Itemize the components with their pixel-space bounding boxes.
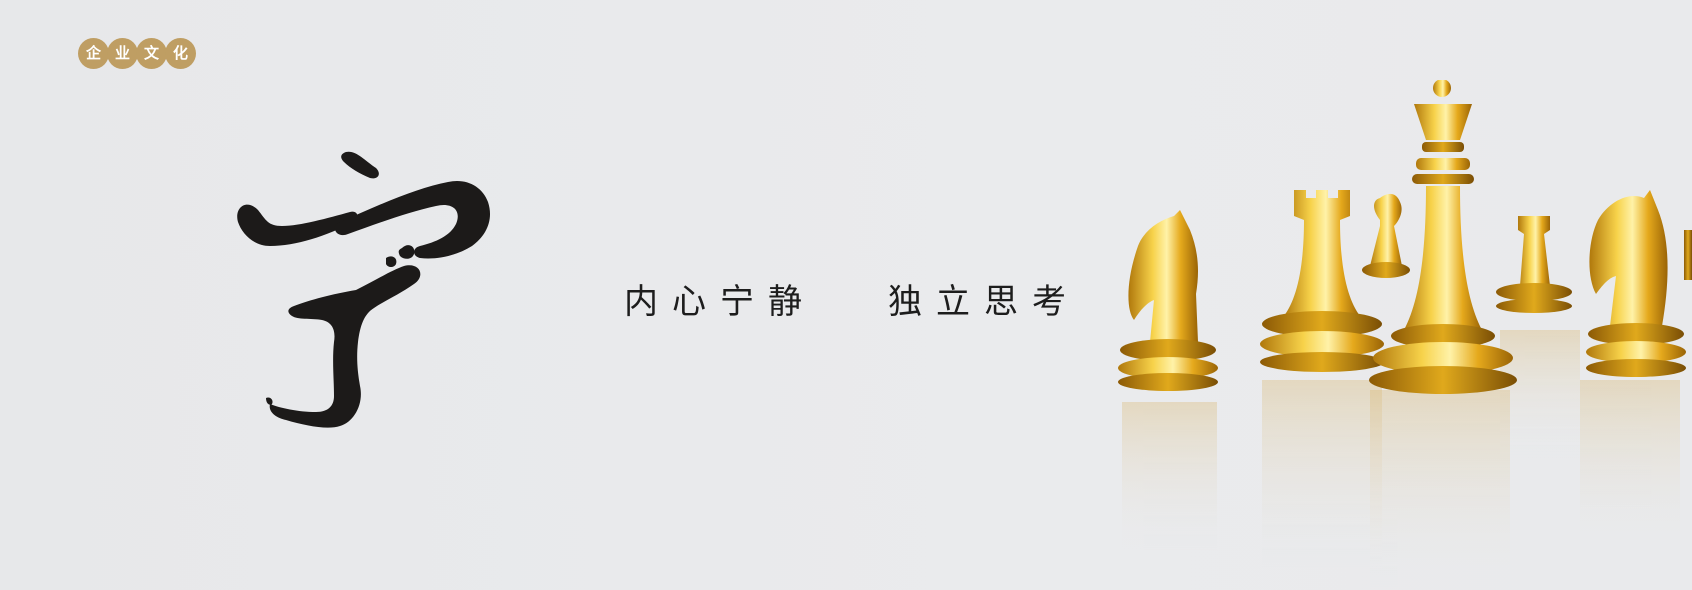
golden-chess-pieces-illustration xyxy=(1110,80,1692,590)
reflections xyxy=(1122,330,1680,590)
knight-left-icon xyxy=(1118,210,1218,391)
calligraphy-character: 宁 xyxy=(236,150,516,440)
badge-char: 文 xyxy=(136,38,167,69)
rook-icon xyxy=(1260,190,1384,372)
badge-char: 业 xyxy=(107,38,138,69)
pawn-back-icon xyxy=(1362,193,1410,278)
knight-right-icon xyxy=(1586,190,1686,377)
slogan: 内心宁静 独立思考 xyxy=(624,274,1080,323)
badge-char: 企 xyxy=(78,38,109,69)
badge-char: 化 xyxy=(165,38,196,69)
queen-icon xyxy=(1369,80,1517,394)
slogan-part-1: 内心宁静 xyxy=(624,282,816,322)
partial-piece-icon xyxy=(1684,230,1692,280)
corporate-culture-badge: 企 业 文 化 xyxy=(78,38,196,69)
calligraphy-ning-glyph xyxy=(237,151,491,428)
slogan-part-2: 独立思考 xyxy=(888,282,1080,322)
pawn-right-icon xyxy=(1496,216,1572,313)
